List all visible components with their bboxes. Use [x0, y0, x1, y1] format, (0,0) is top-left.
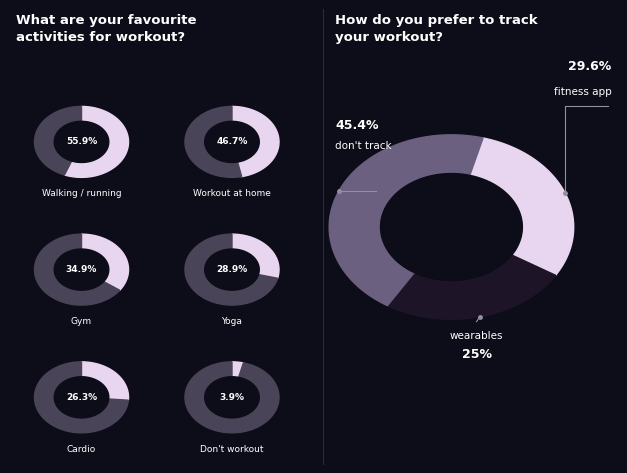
Text: 45.4%: 45.4%	[335, 120, 379, 132]
Polygon shape	[232, 234, 279, 278]
Text: Workout at home: Workout at home	[193, 189, 271, 198]
Text: 26.3%: 26.3%	[66, 393, 97, 402]
Text: 25%: 25%	[461, 348, 492, 360]
Text: What are your favourite
activities for workout?: What are your favourite activities for w…	[16, 14, 196, 44]
Polygon shape	[82, 362, 129, 400]
Polygon shape	[205, 249, 260, 290]
Text: 3.9%: 3.9%	[219, 393, 245, 402]
Text: Cardio: Cardio	[67, 445, 96, 454]
Polygon shape	[185, 234, 278, 305]
Polygon shape	[55, 377, 109, 418]
Text: 55.9%: 55.9%	[66, 137, 97, 147]
Polygon shape	[55, 249, 109, 290]
Polygon shape	[34, 106, 82, 175]
Polygon shape	[65, 106, 129, 177]
Polygon shape	[55, 122, 109, 162]
Text: Gym: Gym	[71, 317, 92, 326]
Polygon shape	[232, 106, 279, 176]
Polygon shape	[387, 255, 556, 319]
Text: don't track: don't track	[335, 141, 392, 151]
Polygon shape	[34, 362, 129, 433]
Polygon shape	[470, 138, 574, 275]
Polygon shape	[185, 106, 241, 177]
Polygon shape	[205, 377, 260, 418]
Polygon shape	[329, 135, 483, 306]
Text: 29.6%: 29.6%	[568, 61, 611, 73]
Text: 46.7%: 46.7%	[216, 137, 248, 147]
Text: fitness app: fitness app	[554, 87, 611, 97]
Polygon shape	[232, 362, 243, 377]
Text: wearables: wearables	[450, 331, 503, 341]
Polygon shape	[82, 234, 129, 290]
Polygon shape	[205, 122, 260, 162]
Text: Yoga: Yoga	[221, 317, 243, 326]
Text: Walking / running: Walking / running	[42, 189, 121, 198]
Text: Don't workout: Don't workout	[200, 445, 264, 454]
Text: 34.9%: 34.9%	[66, 265, 97, 274]
Polygon shape	[381, 174, 522, 280]
Text: 28.9%: 28.9%	[216, 265, 248, 274]
Polygon shape	[185, 362, 279, 433]
Polygon shape	[34, 234, 120, 305]
Text: How do you prefer to track
your workout?: How do you prefer to track your workout?	[335, 14, 538, 44]
